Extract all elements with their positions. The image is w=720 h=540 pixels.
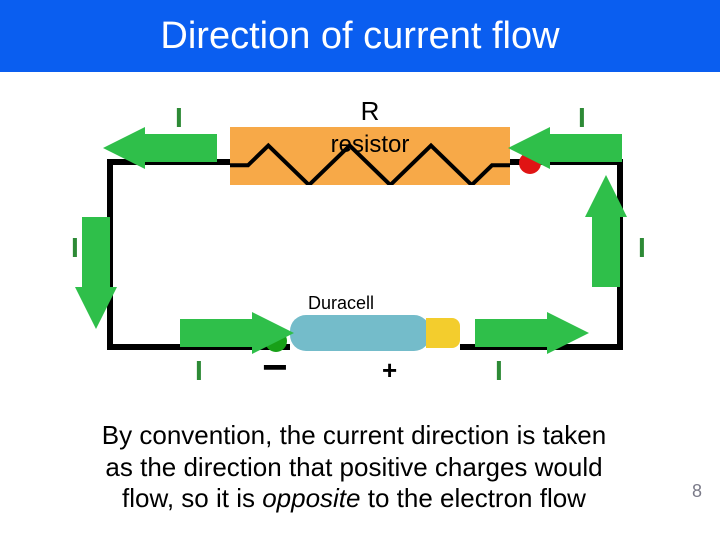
current-arrow-bot-right — [475, 312, 589, 359]
current-label-left: I — [71, 232, 79, 264]
resistor-label-text: resistor — [230, 131, 510, 159]
battery-cap — [426, 318, 460, 348]
current-arrow-top-right — [508, 127, 622, 174]
current-arrow-left — [75, 217, 117, 334]
resistor: R resistor — [230, 96, 510, 185]
battery-plus-label: + — [382, 355, 397, 386]
current-label-top-left: I — [175, 102, 183, 134]
body-line-1: By convention, the current direction is … — [102, 420, 606, 450]
battery: Duracell − + — [290, 315, 460, 351]
resistor-box: resistor — [230, 127, 510, 185]
current-label-right: I — [638, 232, 646, 264]
current-arrow-bot-left — [180, 312, 294, 359]
body-line-3-em: opposite — [262, 483, 360, 513]
title-bar: Direction of current flow — [0, 0, 720, 72]
battery-body — [290, 315, 430, 351]
body-line-3a: flow, so it is — [122, 483, 262, 513]
battery-brand-label: Duracell — [308, 293, 374, 314]
current-label-top-right: I — [578, 102, 586, 134]
slide-title: Direction of current flow — [160, 15, 559, 58]
battery-minus-label: − — [262, 357, 288, 379]
body-line-2: as the direction that positive charges w… — [105, 452, 602, 482]
current-arrow-top-left — [103, 127, 217, 174]
resistor-label-r: R — [361, 96, 380, 127]
body-text: By convention, the current direction is … — [24, 420, 684, 514]
current-label-bot-right: I — [495, 355, 503, 387]
circuit-diagram: R resistor Duracell − + I I I I I I — [0, 72, 720, 402]
page-number: 8 — [692, 481, 702, 502]
current-arrow-right — [585, 175, 627, 292]
body-line-3b: to the electron flow — [361, 483, 586, 513]
current-label-bot-left: I — [195, 355, 203, 387]
